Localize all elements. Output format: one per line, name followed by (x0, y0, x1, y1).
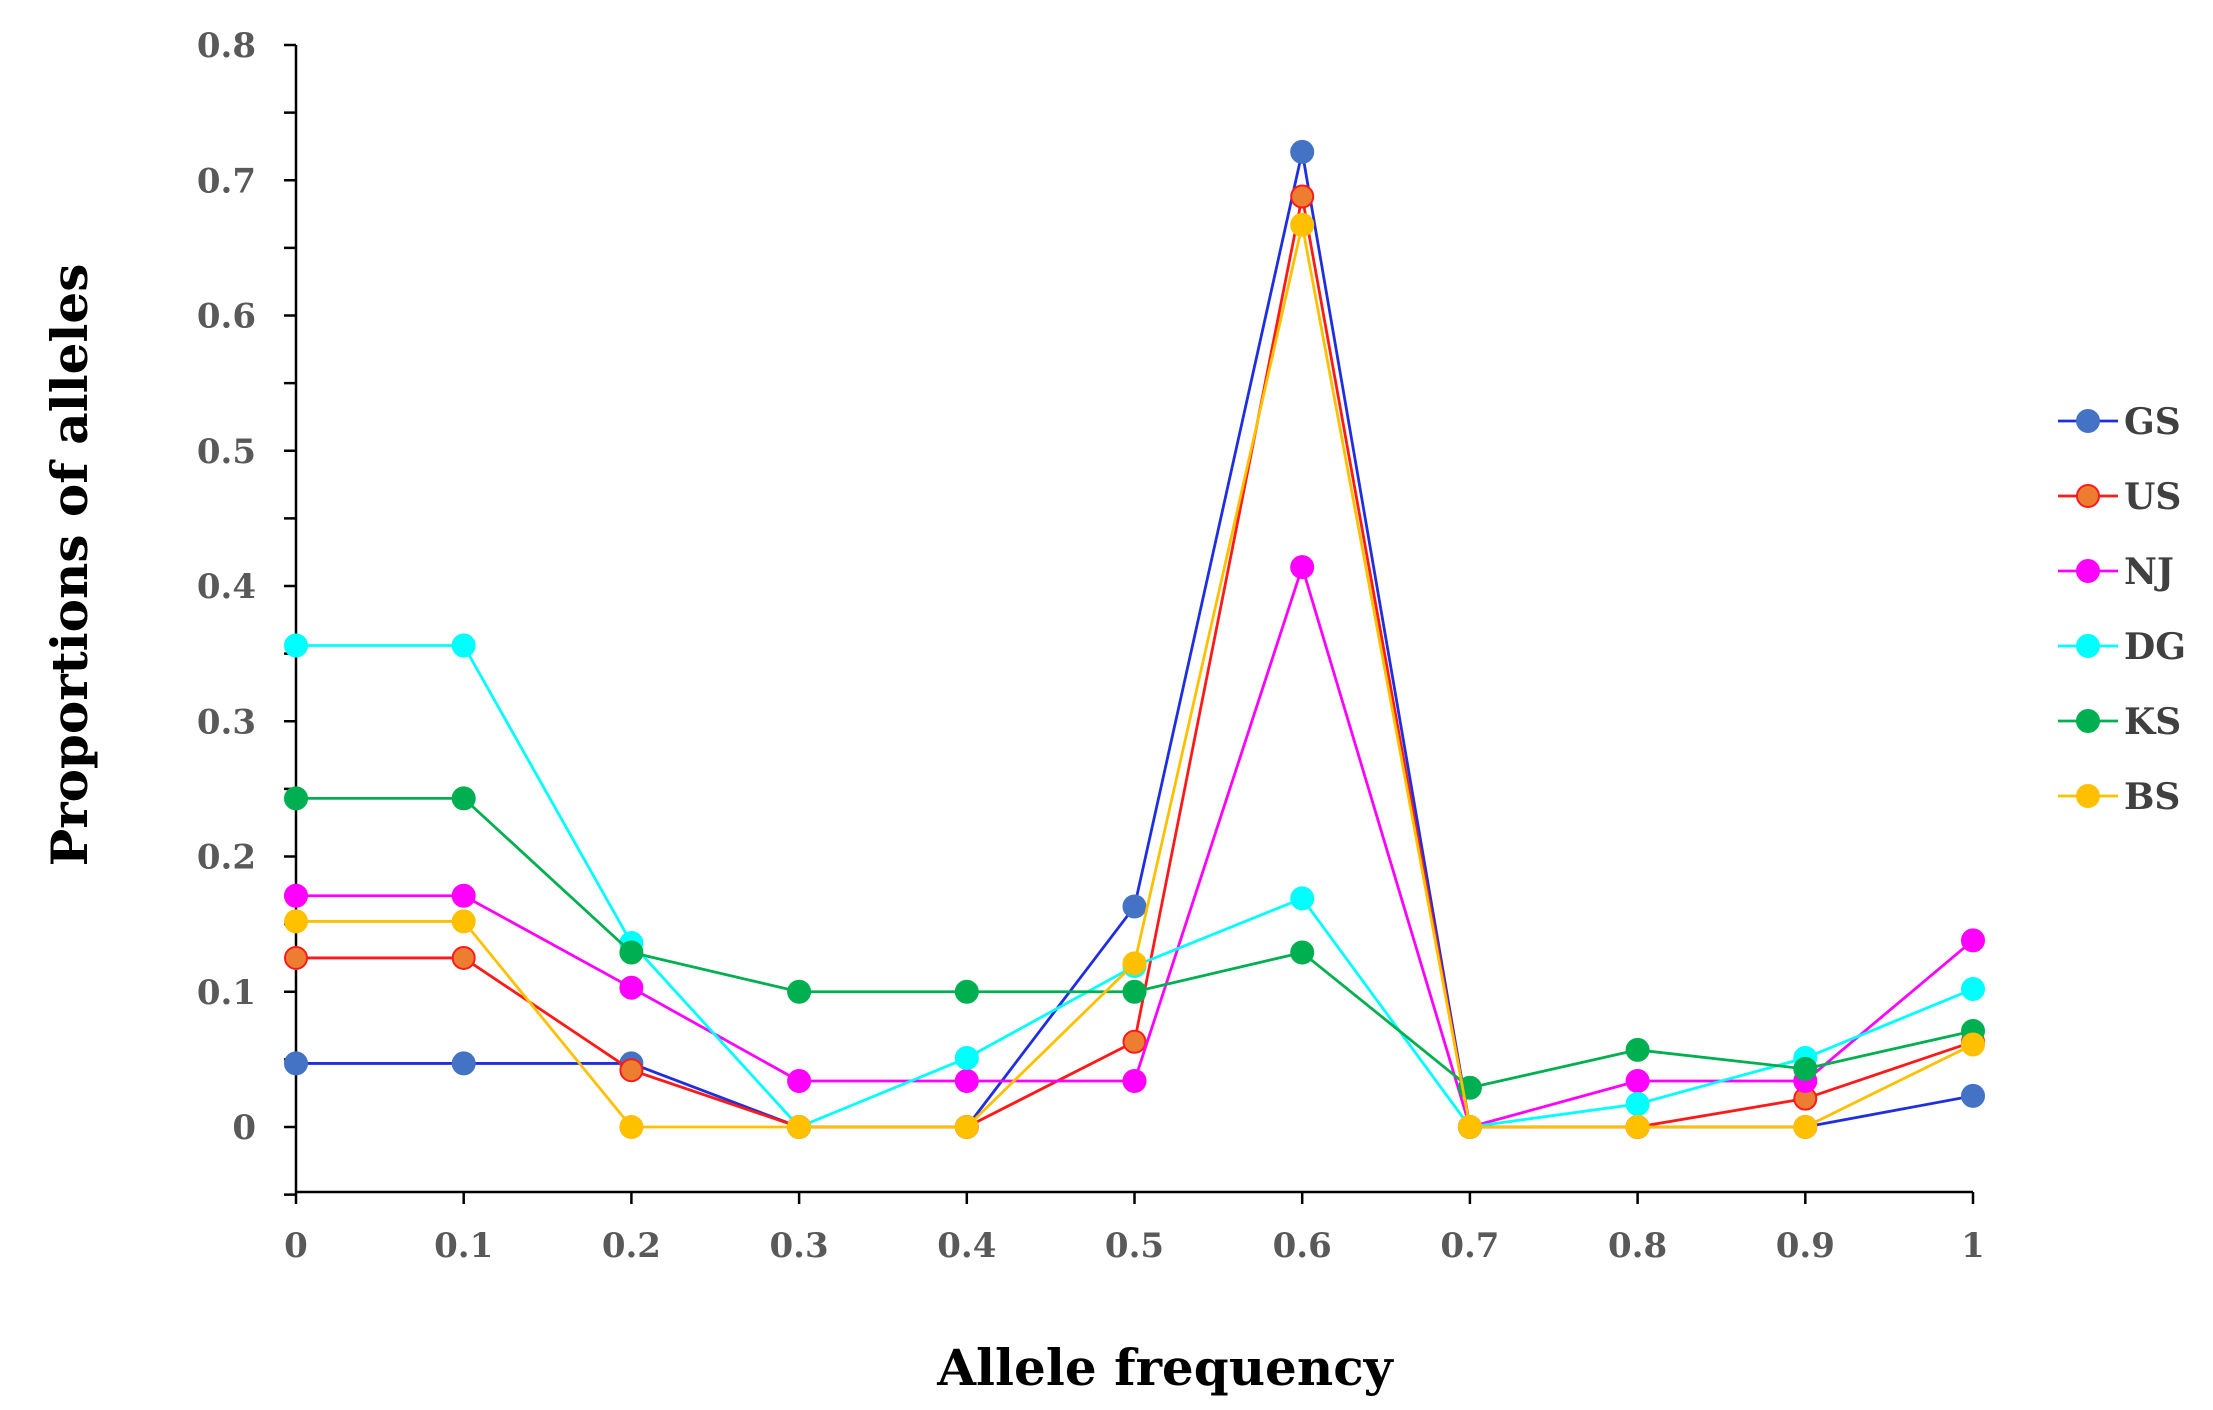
legend-marker (2076, 409, 2100, 433)
data-point-bs (1290, 212, 1315, 237)
data-point-nj (1625, 1069, 1650, 1094)
legend-marker (2076, 484, 2100, 508)
data-point-us (1122, 1029, 1147, 1054)
x-tick-label: 1 (1961, 1226, 1985, 1266)
data-point-gs (451, 1051, 476, 1076)
x-tick-label: 0.3 (770, 1226, 829, 1266)
legend-item-us: US (2058, 476, 2181, 518)
data-point-ks (284, 786, 308, 811)
legend-marker (2076, 709, 2100, 733)
y-tick-label: 0 (232, 1108, 256, 1148)
y-tick-label: 0.7 (197, 161, 256, 201)
y-tick-label: 0.2 (197, 838, 256, 878)
legend: GS US NJ DG KS BS (2058, 401, 2186, 818)
data-point-ks (954, 979, 979, 1004)
legend-marker (2076, 634, 2100, 658)
data-point-bs (284, 909, 308, 934)
data-point-ks (1625, 1037, 1650, 1062)
legend-label: GS (2124, 401, 2181, 443)
legend-marker (2076, 559, 2100, 583)
data-point-bs (1961, 1032, 1985, 1057)
legend-item-bs: BS (2058, 776, 2180, 818)
x-tick-label: 0.2 (602, 1226, 661, 1266)
data-point-us (284, 945, 308, 970)
data-point-bs (1457, 1115, 1482, 1139)
series-layer (284, 139, 1985, 1139)
data-point-bs (1793, 1115, 1818, 1139)
data-point-bs (451, 909, 476, 934)
data-point-bs (954, 1115, 979, 1139)
y-tick-label: 0.3 (197, 702, 256, 742)
x-tick-label: 0.8 (1608, 1226, 1667, 1266)
x-axis-title: Allele frequency (936, 1338, 1394, 1397)
data-point-nj (451, 883, 476, 908)
data-point-nj (787, 1069, 812, 1094)
data-point-dg (1625, 1092, 1650, 1117)
x-tick-label: 0 (284, 1226, 308, 1266)
data-point-bs (787, 1115, 812, 1139)
series-bs (284, 212, 1985, 1139)
data-point-nj (1290, 555, 1315, 580)
data-point-dg (1961, 977, 1985, 1002)
legend-item-nj: NJ (2058, 551, 2174, 593)
legend-marker (2076, 784, 2100, 808)
y-tick-label: 0.4 (197, 567, 256, 607)
x-axis-ticks: 0 0.1 0.2 0.3 0.4 0.5 0.6 0.7 0.8 0.9 1 (284, 1192, 1985, 1266)
data-point-nj (619, 975, 644, 1000)
data-point-dg (451, 633, 476, 658)
series-ks (284, 786, 1985, 1100)
data-point-ks (1290, 940, 1315, 965)
data-point-us (619, 1058, 644, 1083)
data-point-ks (1793, 1056, 1818, 1081)
y-tick-label: 0.1 (197, 973, 256, 1013)
data-point-nj (284, 883, 308, 908)
data-point-gs (1961, 1083, 1985, 1108)
y-axis-title: Proportions of alleles (40, 264, 99, 867)
y-axis-ticks: 0 0.1 0.2 0.3 0.4 0.5 0.6 0.7 0.8 (197, 26, 296, 1196)
data-point-gs (1122, 894, 1147, 919)
y-tick-label: 0.6 (197, 297, 256, 337)
legend-label: US (2124, 476, 2181, 518)
data-point-nj (1961, 928, 1985, 953)
legend-item-gs: GS (2058, 401, 2181, 443)
data-point-ks (787, 979, 812, 1004)
data-point-ks (451, 786, 476, 811)
data-point-nj (954, 1069, 979, 1094)
data-point-dg (1290, 886, 1315, 911)
data-point-gs (284, 1051, 308, 1076)
legend-item-dg: DG (2058, 626, 2186, 668)
data-point-ks (1122, 979, 1147, 1004)
data-point-us (1290, 184, 1315, 209)
data-point-bs (619, 1115, 644, 1139)
data-point-nj (1122, 1069, 1147, 1094)
y-tick-label: 0.5 (197, 432, 256, 472)
data-point-gs (1290, 139, 1315, 164)
y-tick-label: 0.8 (197, 26, 256, 66)
legend-item-ks: KS (2058, 701, 2181, 743)
data-point-us (451, 945, 476, 970)
axes: 00.10.20.30.40.50.60.70.8 0 0.1 0.2 0.3 0.4 0… (197, 26, 1985, 1266)
data-point-dg (954, 1046, 979, 1071)
data-point-bs (1625, 1115, 1650, 1139)
data-point-dg (284, 633, 308, 658)
legend-label: DG (2124, 626, 2186, 668)
x-tick-label: 0.9 (1776, 1226, 1835, 1266)
legend-label: BS (2124, 776, 2180, 818)
legend-label: NJ (2124, 551, 2174, 593)
x-tick-label: 0.7 (1440, 1226, 1499, 1266)
x-tick-label: 0.1 (434, 1226, 493, 1266)
x-tick-label: 0.6 (1273, 1226, 1332, 1266)
x-tick-label: 0.4 (937, 1226, 996, 1266)
data-point-bs (1122, 951, 1147, 976)
x-tick-label: 0.5 (1105, 1226, 1164, 1266)
data-point-ks (619, 940, 644, 965)
series-line-dg (296, 644, 1974, 1129)
legend-label: KS (2124, 701, 2181, 743)
